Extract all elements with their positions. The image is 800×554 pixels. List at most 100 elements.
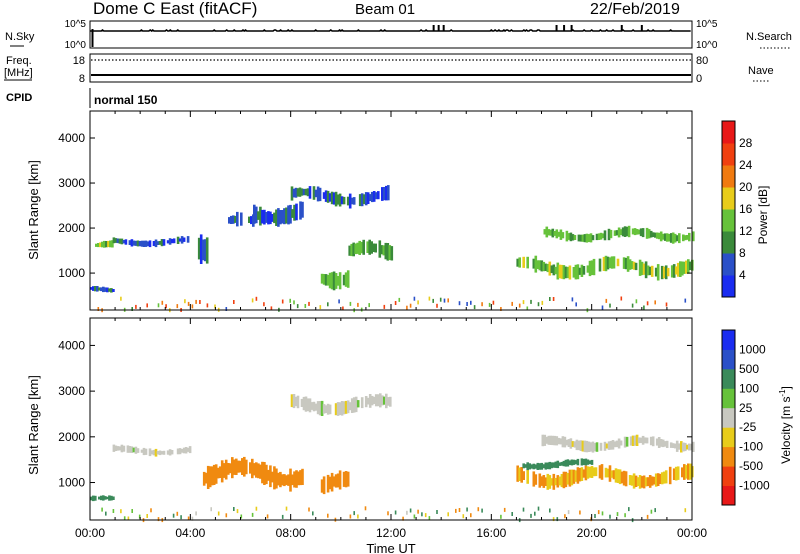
noise-cell (432, 298, 434, 303)
noise-cell (439, 297, 442, 302)
noise-cell (123, 516, 126, 521)
echo-cell (536, 462, 540, 470)
echo-cell (538, 260, 542, 271)
echo-cell (593, 443, 597, 452)
echo-cell (640, 261, 644, 276)
echo-cell (579, 440, 583, 451)
echo-cell (356, 400, 360, 408)
echo-cell (686, 235, 689, 240)
nsky-panel: N.Sky 10^5 10^0 10^5 10^0 N.Search (5, 19, 792, 51)
echo-cell (166, 450, 170, 455)
echo-cell (328, 193, 332, 202)
echo-cell (112, 237, 116, 244)
echo-cell (94, 495, 97, 501)
colorbar-tick-label: 8 (739, 246, 746, 260)
y-tick-label: 2000 (58, 430, 85, 444)
echo-cell (545, 436, 549, 444)
echo-cell (613, 230, 617, 236)
echo-cell (561, 232, 565, 239)
echo-cell (98, 287, 101, 291)
noise-cell (564, 514, 566, 519)
echo-cell (584, 458, 588, 466)
echo-cell (222, 463, 226, 478)
echo-cell (110, 288, 113, 293)
echo-cell (366, 397, 370, 405)
echo-cell (591, 441, 595, 453)
cpid-label: CPID (6, 92, 32, 104)
echo-cell (122, 445, 126, 452)
echo-cell (619, 440, 623, 446)
echo-cell (536, 260, 540, 269)
noise-cell (624, 513, 626, 518)
noise-cell (500, 514, 502, 519)
echo-cell (336, 473, 340, 488)
echo-cell (649, 230, 653, 238)
echo-cell (689, 463, 692, 480)
noise-cell (488, 302, 491, 307)
noise-cell (447, 298, 449, 303)
echo-cell (615, 440, 619, 448)
echo-cell (552, 462, 556, 468)
echo-cell (293, 471, 296, 488)
echo-cell (316, 186, 320, 202)
echo-cell (641, 435, 645, 445)
echo-cell (352, 397, 356, 413)
colorbar-frame (721, 329, 736, 506)
echo-cell (692, 441, 695, 452)
echo-cell (578, 468, 582, 482)
echo-region (290, 393, 392, 416)
noise-cell (406, 510, 408, 515)
echo-region (541, 434, 695, 453)
noise-cell (470, 513, 472, 518)
echo-cell (342, 471, 346, 487)
echo-cell (320, 479, 324, 493)
echo-cell (261, 461, 264, 484)
echo-cell (107, 240, 110, 248)
echo-cell (110, 495, 113, 501)
echo-cell (520, 467, 523, 483)
echo-cell (559, 229, 563, 240)
echo-cell (384, 242, 388, 260)
noise-cell (616, 512, 619, 517)
noise-cell (240, 514, 243, 519)
echo-cell (623, 436, 627, 448)
echo-cell (172, 238, 176, 244)
noise-cell (421, 512, 423, 517)
echo-cell (259, 464, 262, 479)
echo-cell (208, 466, 212, 488)
echo-cell (328, 272, 332, 289)
echo-cell (675, 235, 679, 242)
echo-cell (610, 256, 614, 269)
echo-cell (279, 471, 282, 488)
echo-cell (289, 204, 292, 224)
noise-cell (157, 303, 160, 308)
echo-cell (586, 265, 590, 273)
echo-cell (230, 215, 233, 224)
noise-cell (447, 512, 449, 517)
echo-cell (534, 464, 538, 469)
echo-cell (324, 190, 328, 202)
echo-cell (679, 261, 682, 277)
echo-cell (324, 274, 328, 286)
echo-cell (632, 473, 636, 489)
echo-cell (577, 440, 581, 451)
echo-cell (130, 446, 134, 453)
echo-cell (571, 441, 575, 447)
echo-cell (608, 465, 612, 482)
echo-cell (555, 436, 559, 446)
echo-cell (655, 232, 659, 239)
echo-cell (326, 474, 330, 493)
echo-cell (608, 257, 612, 269)
echo-cell (354, 243, 357, 255)
echo-cell (532, 463, 536, 470)
echo-cell (134, 446, 138, 454)
echo-cell (334, 191, 338, 207)
echo-cell (663, 233, 667, 241)
echo-cell (374, 192, 378, 200)
echo-cell (576, 458, 580, 466)
echo-cell (576, 467, 580, 484)
echo-cell (231, 457, 234, 479)
echo-cell (120, 238, 124, 245)
echo-cell (599, 442, 603, 451)
echo-cell (118, 238, 122, 244)
